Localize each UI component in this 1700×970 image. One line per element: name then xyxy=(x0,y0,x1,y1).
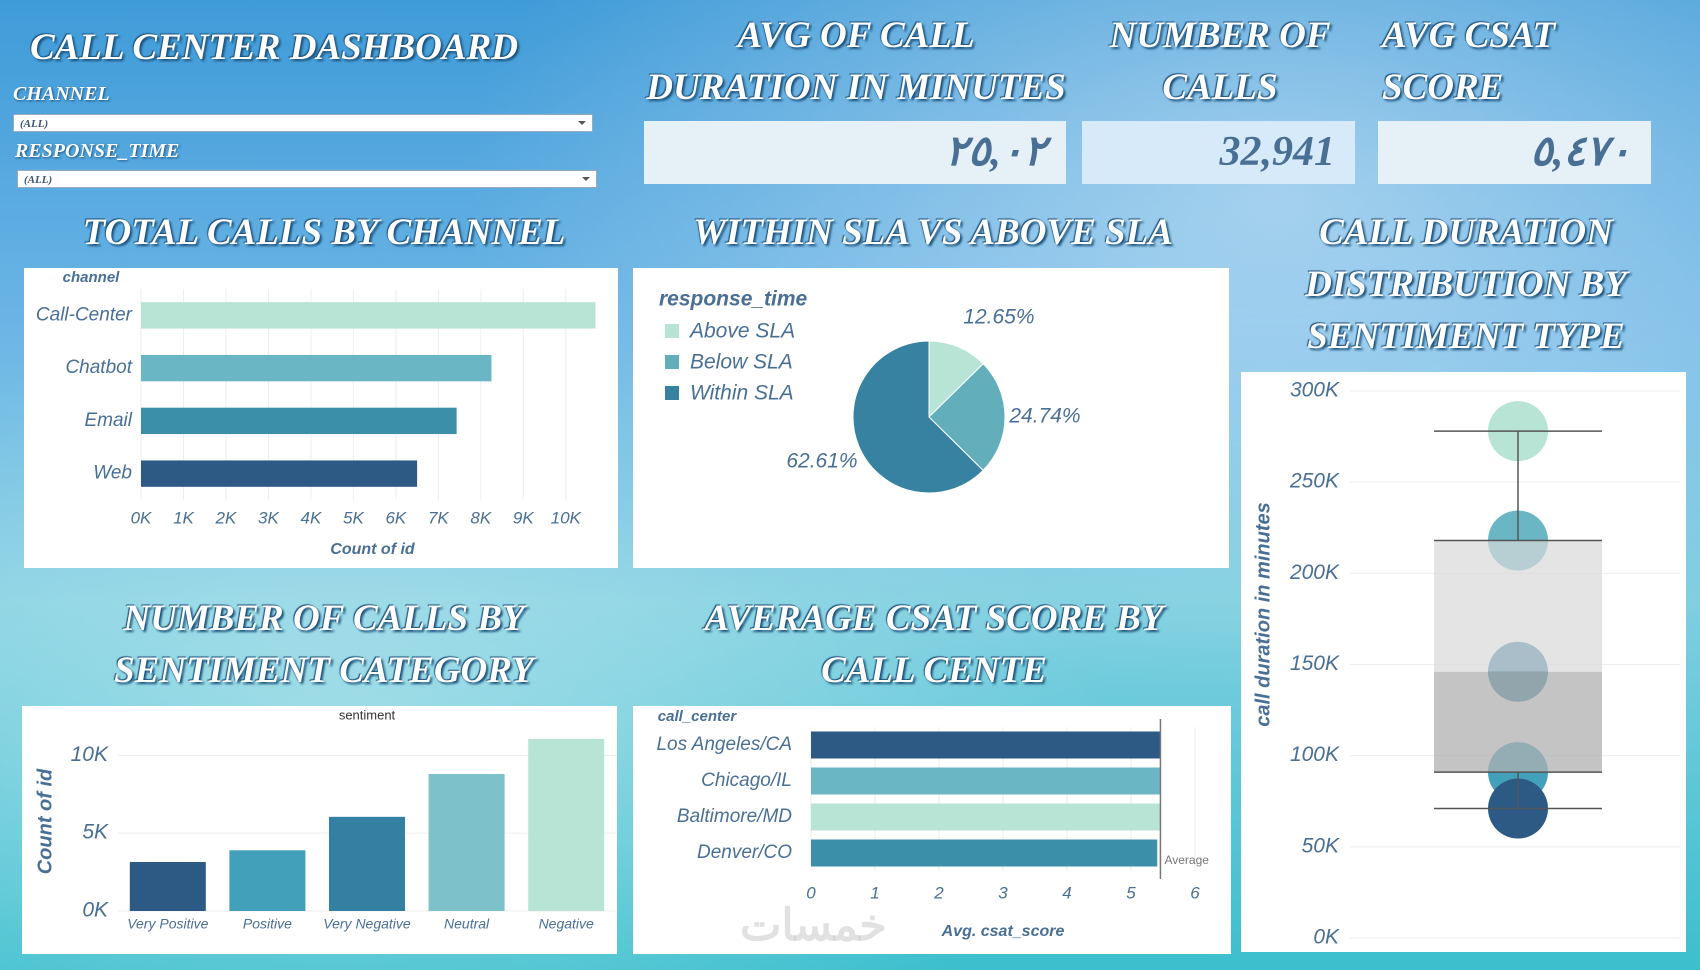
y-tick-label: Baltimore/MD xyxy=(677,806,792,827)
chart-title: TOTAL CALLS BY CHANNEL xyxy=(82,212,566,253)
category-header: channel xyxy=(63,269,121,286)
x-tick-label: 8K xyxy=(470,508,491,527)
x-tick-label: Positive xyxy=(243,916,292,932)
kpi-label: NUMBER OF CALLS xyxy=(1109,15,1331,108)
kpi-value: ٥,٤٧٠ xyxy=(1378,121,1651,184)
legend-swatch xyxy=(665,355,679,369)
y-tick-label: 250K xyxy=(1289,470,1340,493)
y-tick-label: 10K xyxy=(71,743,109,766)
bar xyxy=(811,839,1158,867)
x-tick-label: Negative xyxy=(539,916,594,932)
chart-title: NUMBER OF CALLS BY SENTIMENT CATEGORY xyxy=(114,598,534,691)
y-tick-label: 5K xyxy=(82,821,109,844)
chart-title: WITHIN SLA VS ABOVE SLA xyxy=(693,212,1173,253)
pie-slice xyxy=(852,340,984,494)
x-tick-label: Neutral xyxy=(444,916,490,932)
filter-label: CHANNEL xyxy=(13,83,110,105)
legend-swatch xyxy=(665,386,679,400)
kpi-value: 32,941 xyxy=(1082,121,1355,184)
chart-title: CALL DURATION DISTRIBUTION BY SENTIMENT … xyxy=(1305,212,1627,357)
x-tick-label: 4 xyxy=(1062,883,1071,902)
y-tick-label: Web xyxy=(93,463,132,484)
panel xyxy=(22,706,617,954)
x-axis-label: Count of id xyxy=(330,541,416,558)
y-tick-label: 0K xyxy=(1313,926,1340,949)
box-upper xyxy=(1434,540,1602,672)
y-axis-label: call duration in minutes xyxy=(1252,502,1274,726)
y-tick-label: Denver/CO xyxy=(697,842,792,863)
bar xyxy=(428,774,505,911)
data-label: 62.61% xyxy=(786,449,857,472)
x-tick-label: 5K xyxy=(343,508,364,527)
y-tick-label: 150K xyxy=(1290,652,1340,675)
y-axis-label: Count of id xyxy=(34,768,56,874)
x-tick-label: 6 xyxy=(1190,883,1200,902)
bar xyxy=(141,407,457,435)
x-tick-label: 7K xyxy=(428,508,449,527)
kpi-label: AVG CSAT SCORE xyxy=(1382,15,1556,108)
bar xyxy=(528,739,605,911)
bar xyxy=(811,803,1162,831)
bar xyxy=(141,460,418,487)
y-tick-label: Los Angeles/CA xyxy=(656,734,792,755)
pie-slice xyxy=(928,363,1006,472)
category-header: call_center xyxy=(658,708,738,725)
bar xyxy=(141,354,492,382)
filter-dropdown[interactable]: (ALL) xyxy=(17,170,597,188)
kpi-label: AVG OF CALL DURATION IN MINUTES xyxy=(646,15,1066,108)
data-label: 24.74% xyxy=(1008,405,1080,428)
kpi-value: ٢٥,٠٢ xyxy=(644,121,1066,184)
box-lower xyxy=(1434,671,1602,773)
y-tick-label: Call-Center xyxy=(36,304,133,325)
y-tick-label: 200K xyxy=(1289,561,1340,584)
chart-title: AVERAGE CSAT SCORE BY CALL CENTE xyxy=(704,598,1164,691)
dashboard-title: CALL CENTER DASHBOARD xyxy=(30,27,518,68)
x-tick-label: 0K xyxy=(131,508,152,527)
bar xyxy=(811,767,1161,795)
x-tick-label: 9K xyxy=(513,508,534,527)
bar xyxy=(329,816,405,911)
y-tick-label: 100K xyxy=(1290,743,1340,766)
bar xyxy=(229,850,306,911)
bar xyxy=(129,861,206,911)
legend-swatch xyxy=(665,324,679,338)
x-tick-label: 10K xyxy=(551,508,582,527)
y-tick-label: Email xyxy=(84,410,132,431)
y-tick-label: Chicago/IL xyxy=(701,770,792,791)
watermark: خمسات xyxy=(740,901,887,950)
x-tick-label: 6K xyxy=(385,508,406,527)
y-tick-label: 50K xyxy=(1302,834,1340,857)
legend-title: response_time xyxy=(659,288,808,311)
x-tick-label: 2K xyxy=(215,508,237,527)
x-tick-label: Very Negative xyxy=(323,916,411,932)
legend-label: Within SLA xyxy=(690,382,794,405)
legend-label: Above SLA xyxy=(688,320,795,343)
legend-label: Below SLA xyxy=(690,351,793,374)
reference-label: Average xyxy=(1164,853,1209,867)
bar xyxy=(811,731,1161,759)
x-tick-label: 0 xyxy=(806,883,816,902)
filter-dropdown[interactable]: (ALL) xyxy=(13,114,593,132)
x-tick-label: 3 xyxy=(998,883,1008,902)
x-tick-label: 2 xyxy=(933,883,944,902)
data-label: 12.65% xyxy=(963,306,1034,329)
x-tick-label: 1K xyxy=(173,508,194,527)
y-tick-label: Chatbot xyxy=(65,357,132,378)
y-tick-label: 0K xyxy=(82,899,109,922)
x-axis-label: Avg. csat_score xyxy=(941,923,1065,940)
x-tick-label: 5 xyxy=(1126,883,1136,902)
y-tick-label: 300K xyxy=(1290,379,1340,402)
category-header: sentiment xyxy=(339,707,396,722)
x-tick-label: 4K xyxy=(301,508,322,527)
pie-slice xyxy=(928,340,984,419)
bar xyxy=(141,302,596,329)
x-tick-label: 1 xyxy=(870,883,879,902)
filter-label: RESPONSE_TIME xyxy=(15,140,180,162)
x-tick-label: Very Positive xyxy=(127,916,208,932)
x-tick-label: 3K xyxy=(258,508,279,527)
